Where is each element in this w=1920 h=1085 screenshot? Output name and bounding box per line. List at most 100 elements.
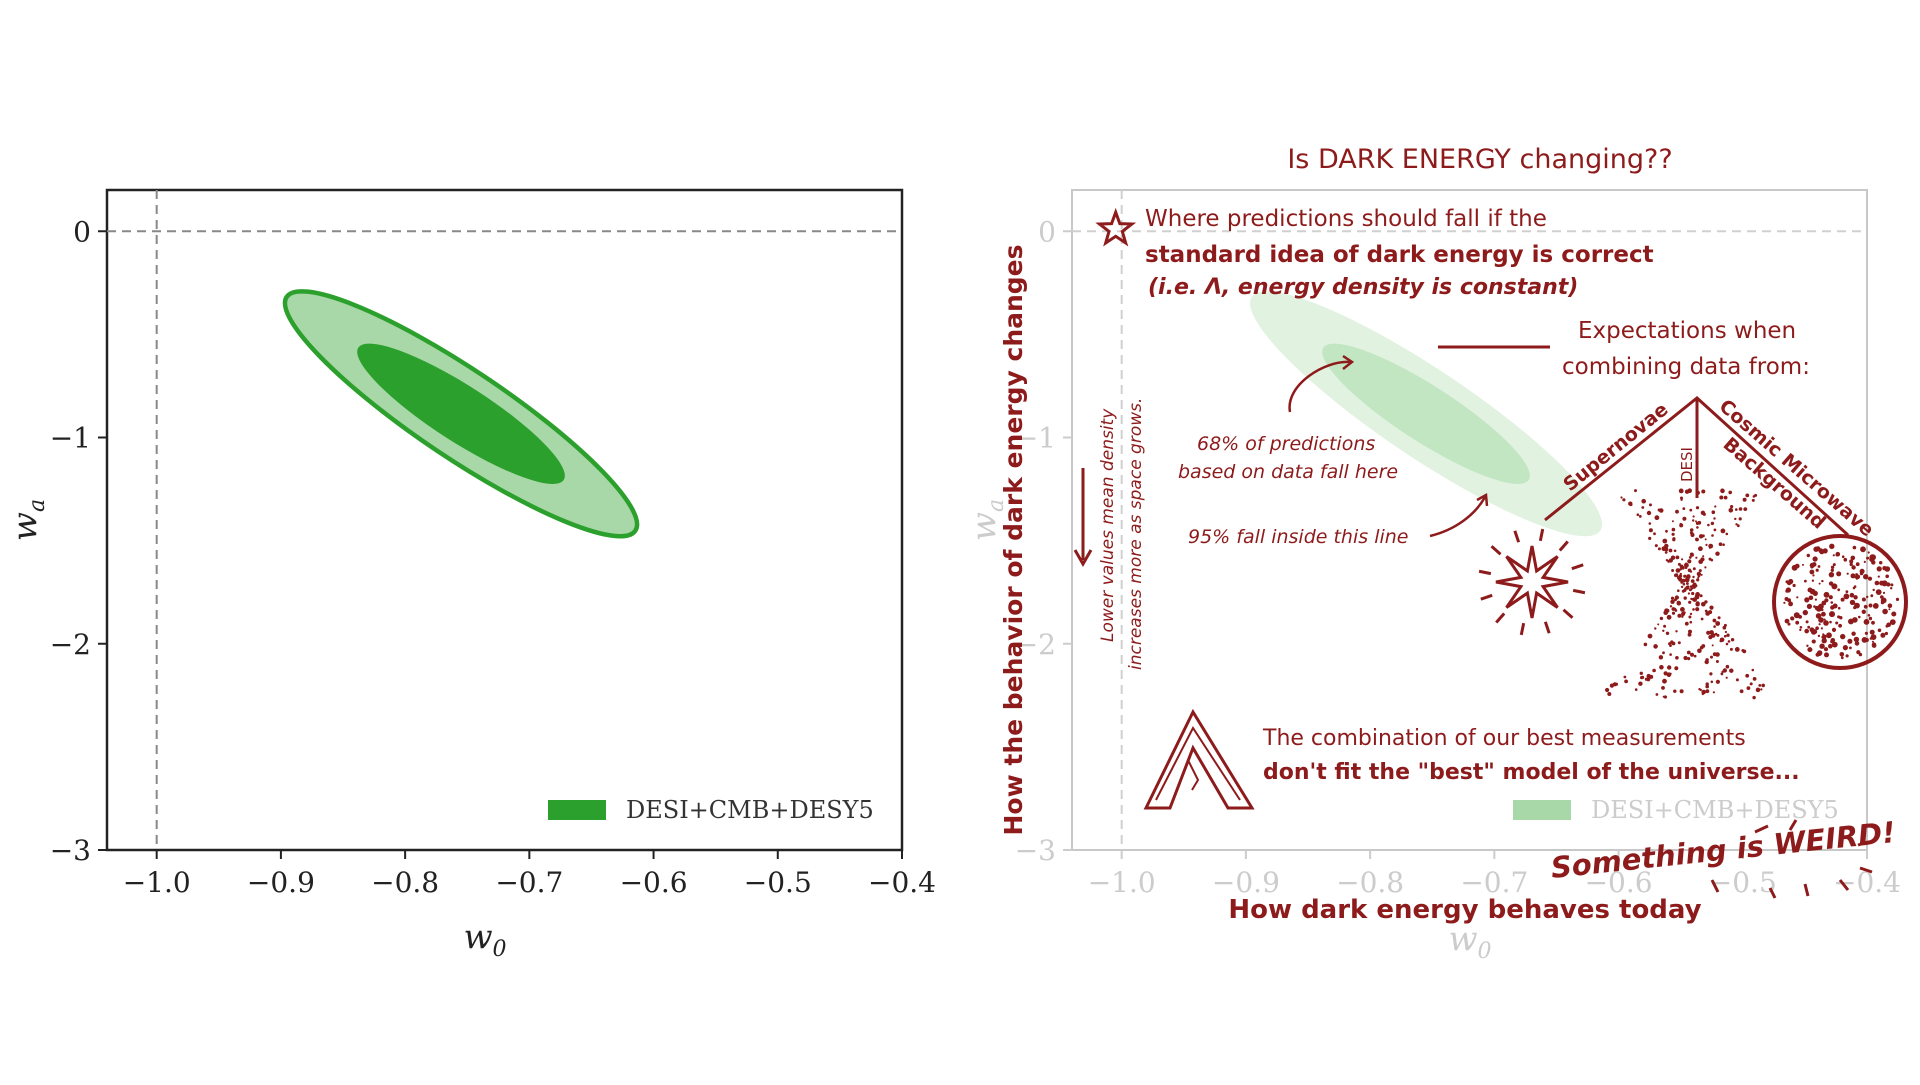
cmb-dot [1831, 627, 1837, 633]
desi-galaxy-dot [1648, 522, 1652, 525]
x-tick-label: −0.8 [1336, 866, 1404, 899]
cmb-dot [1815, 568, 1819, 572]
cmb-dot [1835, 621, 1839, 625]
desi-galaxy-dot [1673, 549, 1677, 553]
desi-galaxy-dot [1677, 641, 1681, 645]
cmb-dot [1815, 626, 1819, 630]
cmb-dot [1840, 633, 1846, 640]
cmb-dot [1835, 551, 1841, 557]
desi-galaxy-dot [1688, 588, 1692, 592]
cmb-dot [1792, 583, 1796, 588]
cmb-dot [1884, 631, 1888, 636]
desi-galaxy-dot [1661, 686, 1665, 690]
cmb-dot [1830, 601, 1834, 604]
desi-galaxy-dot [1695, 592, 1700, 597]
desi-galaxy-dot [1745, 673, 1750, 678]
desi-galaxy-dot [1646, 510, 1652, 516]
desi-galaxy-dot [1681, 566, 1685, 570]
weird-spark [1768, 887, 1777, 899]
desi-galaxy-dot [1677, 562, 1681, 566]
cmb-dot [1829, 620, 1832, 624]
desi-galaxy-dot [1745, 493, 1750, 498]
cmb-dot [1810, 565, 1814, 569]
desi-galaxy-dot [1689, 508, 1693, 512]
supernova-star-shape [1495, 545, 1569, 619]
desi-galaxy-dot [1649, 503, 1652, 507]
lower-values-line1: Lower values mean density [1098, 408, 1118, 642]
desi-galaxy-dot [1760, 688, 1763, 691]
desi-galaxy-dot [1696, 571, 1702, 577]
right-chart-annotated: Is DARK ENERGY changing?? −1.0 −0.9 −0.8 −0… [964, 144, 1908, 964]
cmb-dot [1863, 604, 1868, 609]
lambda-glyph-icon [1143, 708, 1255, 810]
cmb-dot [1817, 565, 1821, 568]
desi-galaxy-dot [1696, 578, 1700, 582]
left-legend-label: DESI+CMB+DESY5 [626, 796, 874, 824]
weird-spark [1803, 883, 1810, 897]
cmb-dot [1843, 559, 1847, 562]
desi-galaxy-dot [1716, 633, 1720, 637]
desi-galaxy-dot [1734, 517, 1737, 521]
desi-galaxy-dot [1743, 507, 1748, 511]
cmb-dot [1861, 609, 1867, 614]
desi-galaxy-dot [1671, 569, 1675, 572]
contour-68 [1322, 343, 1530, 484]
cmb-dot [1809, 569, 1815, 575]
cmb-dot [1788, 601, 1793, 607]
desi-galaxy-dot [1657, 547, 1661, 551]
desi-galaxy-dot [1671, 527, 1676, 532]
desi-galaxy-dot [1736, 524, 1740, 528]
desi-galaxy-dot [1712, 691, 1715, 694]
cmb-dot [1856, 650, 1861, 655]
cmb-dot [1817, 652, 1822, 656]
desi-galaxy-dot [1676, 600, 1682, 606]
desi-galaxy-dot [1685, 575, 1691, 580]
cmb-dot [1818, 548, 1824, 553]
supernova-burst-icon [1478, 528, 1586, 636]
left-xlabel-base: w [463, 917, 492, 957]
desi-galaxy-dot [1674, 595, 1679, 600]
x-tick-label: −0.9 [1212, 866, 1280, 899]
cmb-dot [1814, 598, 1817, 601]
desi-galaxy-dot [1721, 670, 1724, 674]
desi-galaxy-dot [1713, 625, 1716, 628]
desi-galaxy-dot [1671, 532, 1675, 536]
cmb-dot [1812, 574, 1815, 577]
desi-galaxy-dot [1678, 574, 1683, 578]
cmb-dot [1791, 617, 1795, 621]
desi-galaxy-dot [1728, 508, 1734, 513]
cmb-dot [1818, 623, 1821, 626]
desi-galaxy-dot [1675, 555, 1680, 560]
desi-galaxy-dot [1692, 515, 1695, 518]
supernova-ray [1513, 530, 1521, 543]
desi-galaxy-dot [1663, 610, 1668, 615]
desi-galaxy-dot [1662, 538, 1668, 544]
cmb-dot [1823, 647, 1829, 652]
left-y-axis-ticks: 0 −1 −2 −3 [50, 215, 107, 867]
desi-galaxy-dot [1680, 585, 1684, 589]
left-plot-frame [105, 188, 904, 852]
cmb-dot [1887, 603, 1893, 608]
cmb-dot [1855, 576, 1859, 580]
cmb-dot [1854, 641, 1860, 646]
cmb-dot [1889, 619, 1896, 625]
desi-galaxy-dot [1723, 495, 1728, 500]
desi-galaxy-dot [1695, 556, 1698, 559]
right-confidence-contours [1249, 291, 1603, 537]
cmb-dot [1783, 601, 1786, 604]
desi-galaxy-dot [1724, 630, 1727, 634]
y-tick-label: −2 [1015, 628, 1056, 661]
desi-galaxy-dot [1689, 585, 1693, 588]
desi-galaxy-dot [1654, 544, 1658, 548]
desi-galaxy-dot [1675, 568, 1681, 573]
desi-galaxy-dot [1662, 651, 1665, 655]
x-tick-label: −0.7 [1460, 866, 1528, 899]
desi-galaxy-dot [1647, 633, 1653, 639]
desi-galaxy-dot [1725, 676, 1728, 679]
weird-spark [1788, 819, 1798, 831]
weird-spark [1859, 866, 1873, 874]
desi-galaxy-dot [1658, 508, 1664, 513]
desi-galaxy-dot [1696, 526, 1699, 529]
desi-galaxy-dot [1712, 618, 1717, 623]
desi-galaxy-dot [1710, 521, 1715, 526]
